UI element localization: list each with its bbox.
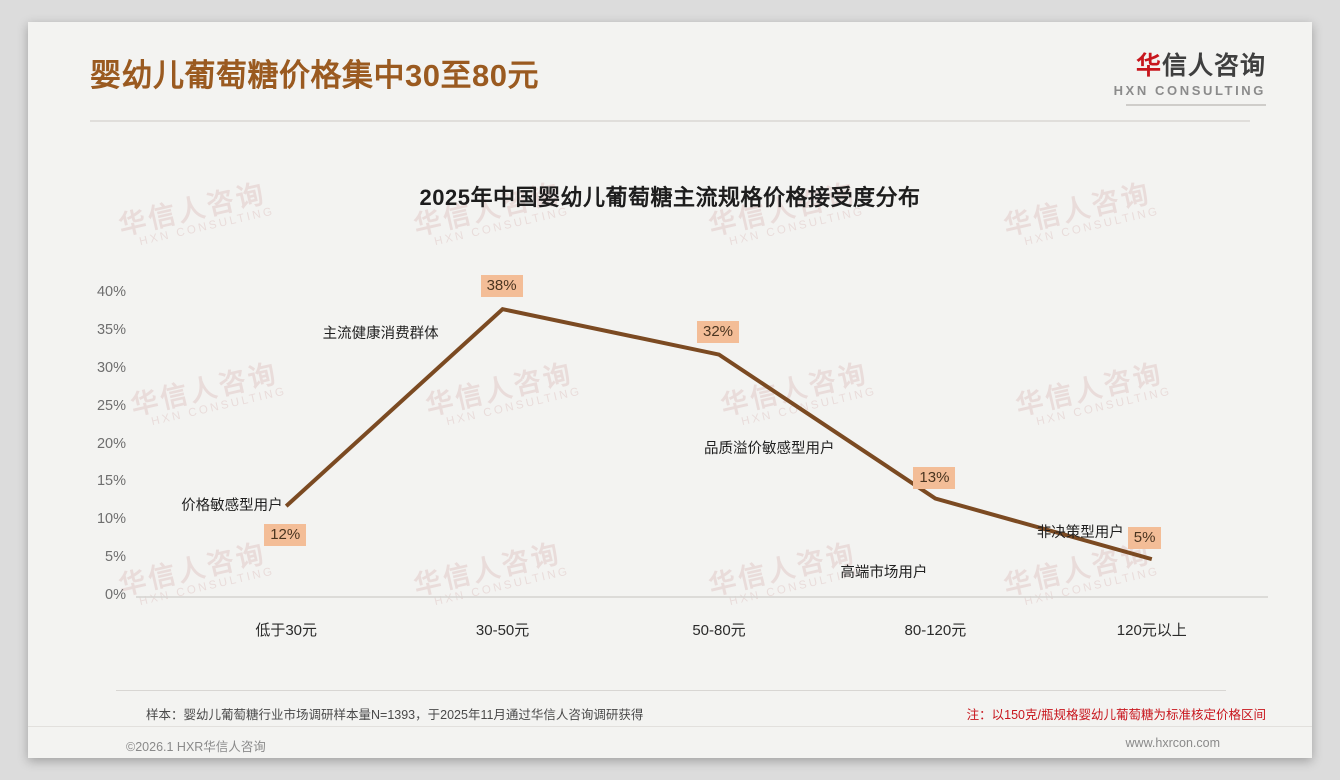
- x-axis-tick: 80-120元: [904, 622, 967, 639]
- logo-rest-chars: 信人咨询: [1161, 52, 1266, 80]
- red-note: 注：以150克/瓶规格婴幼儿葡萄糖为标准核定价格区间: [966, 708, 1266, 722]
- chart-title: 2025年中国婴幼儿葡萄糖主流规格价格接受度分布: [419, 185, 921, 210]
- y-axis-tick: 30%: [96, 359, 126, 376]
- slide-card: 华信人咨询 HXN CONSULTING 华信人咨询 HXN CONSULTING 华信…: [28, 22, 1312, 758]
- line-chart-plot: [136, 306, 1268, 598]
- y-axis-tick: 25%: [96, 397, 126, 414]
- y-axis-tick: 20%: [96, 435, 126, 452]
- point-annotation: 价格敏感型用户: [181, 498, 283, 515]
- sample-note: 样本：婴幼儿葡萄糖行业市场调研样本量N=1393，于2025年11月通过华信人咨…: [146, 708, 644, 722]
- data-value-label: 12%: [264, 524, 307, 547]
- data-value-label: 32%: [697, 320, 740, 343]
- x-axis-tick: 低于30元: [255, 622, 318, 639]
- x-axis-tick: 50-80元: [692, 622, 746, 639]
- footer-divider: [116, 690, 1226, 691]
- point-annotation: 主流健康消费群体: [322, 326, 439, 343]
- logo-chinese: 华信人咨询: [1114, 52, 1266, 81]
- point-annotation: 非决策型用户: [1036, 525, 1124, 542]
- brand-logo: 华信人咨询 HXN CONSULTING: [1114, 52, 1266, 106]
- slide-header: 婴幼儿葡萄糖价格集中30至80元 华信人咨询 HXN CONSULTING: [28, 22, 1312, 122]
- y-axis-tick: 15%: [96, 473, 126, 490]
- header-divider: [90, 120, 1250, 122]
- x-axis-tick: 120元以上: [1116, 622, 1187, 639]
- point-annotation: 品质溢价敏感型用户: [704, 440, 835, 457]
- y-axis-tick: 40%: [96, 284, 126, 300]
- point-annotation: 高端市场用户: [840, 564, 928, 581]
- data-value-label: 5%: [1127, 527, 1162, 550]
- y-axis-tick: 35%: [96, 321, 126, 338]
- data-value-label: 38%: [480, 275, 523, 298]
- y-axis-tick: 10%: [96, 511, 126, 528]
- y-axis-tick: 0%: [105, 587, 126, 603]
- website-url: www.hxrcon.com: [1125, 736, 1220, 750]
- page-title: 婴幼儿葡萄糖价格集中30至80元: [90, 58, 539, 93]
- x-axis-tick: 30-50元: [475, 622, 530, 639]
- logo-accent-char: 华: [1135, 52, 1162, 80]
- footer-bar: [28, 726, 1312, 758]
- copyright-text: ©2026.1 HXR华信人咨询: [126, 740, 266, 754]
- data-value-label: 13%: [913, 466, 956, 489]
- logo-underline: [1126, 103, 1266, 106]
- data-series-line: [284, 306, 1153, 562]
- logo-english: HXN CONSULTING: [1113, 82, 1266, 98]
- y-axis-tick: 5%: [105, 549, 126, 566]
